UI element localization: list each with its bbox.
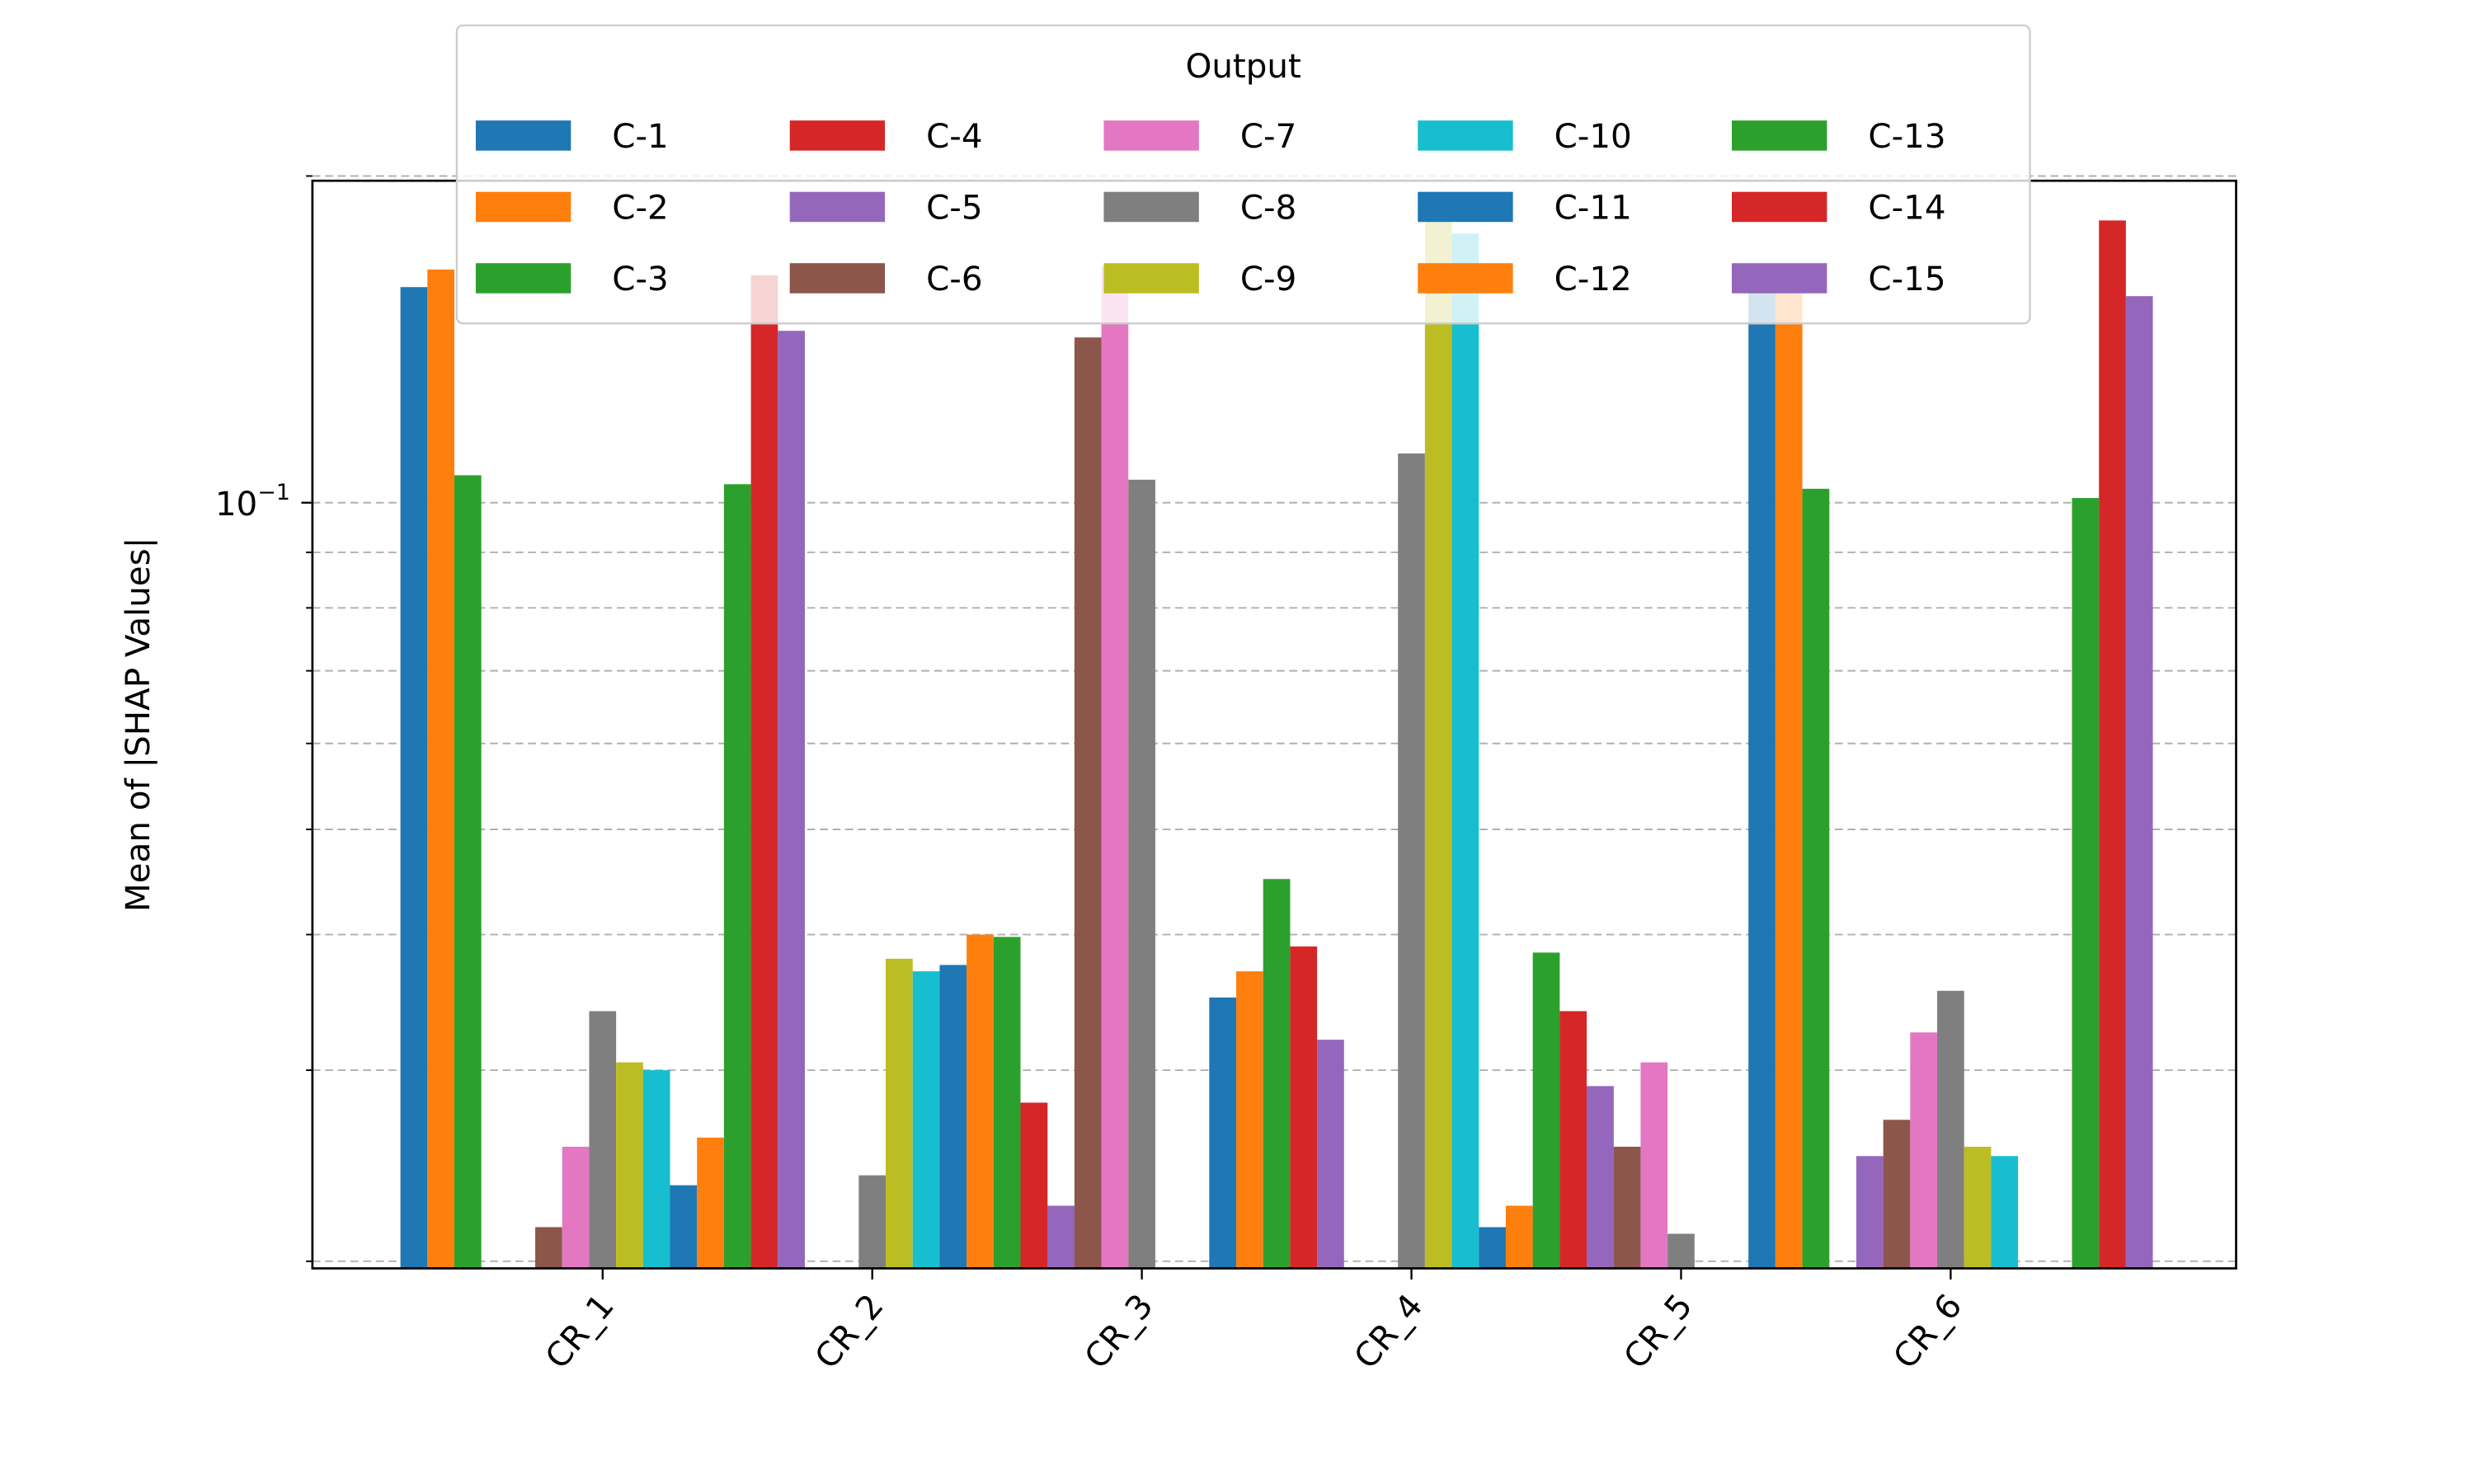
bar-c-12-cr-1 [697, 1137, 724, 1269]
bar-c-13-cr-2 [993, 937, 1021, 1269]
bar-c-9-cr-4 [1424, 220, 1452, 1269]
bar-c-7-cr-1 [562, 1146, 590, 1269]
bar-c-10-cr-2 [912, 971, 940, 1269]
bar-c-3-cr-6 [1802, 488, 1830, 1269]
legend-label-c-4: C-4 [926, 117, 982, 156]
bar-c-8-cr-6 [1937, 990, 1964, 1269]
bar-c-11-cr-4 [1479, 1227, 1506, 1269]
legend-swatch-c-1 [475, 120, 571, 151]
legend-swatch-c-10 [1418, 120, 1513, 151]
legend-label-c-10: C-10 [1554, 117, 1632, 156]
bar-c-3-cr-1 [454, 475, 482, 1269]
x-axis: CR_1 CR_2 CR_3 CR_4 CR_5 CR_6 [538, 1268, 1969, 1376]
y-axis: 10−1 [215, 175, 313, 1262]
x-tick-label: CR_6 [1886, 1287, 1970, 1376]
legend-label-c-2: C-2 [612, 188, 668, 227]
legend-label-c-13: C-13 [1868, 117, 1945, 156]
bar-c-7-cr-3 [1101, 266, 1129, 1269]
legend-swatch-c-2 [475, 191, 571, 223]
bar-c-2-cr-6 [1775, 281, 1803, 1269]
x-tick-label: CR_4 [1347, 1287, 1431, 1376]
legend-swatch-c-11 [1418, 191, 1513, 223]
bar-c-2-cr-1 [427, 269, 454, 1269]
bar-c-8-cr-5 [1667, 1233, 1695, 1269]
legend-swatch-c-12 [1418, 263, 1513, 294]
bar-c-8-cr-4 [1398, 453, 1425, 1269]
legend-label-c-15: C-15 [1868, 260, 1945, 298]
bar-c-5-cr-4 [1317, 1040, 1344, 1269]
legend-label-c-5: C-5 [926, 188, 982, 227]
bar-c-8-cr-1 [589, 1011, 617, 1269]
legend-swatch-c-9 [1103, 263, 1199, 294]
bar-c-3-cr-4 [1263, 879, 1291, 1269]
legend-swatch-c-15 [1732, 263, 1827, 294]
x-tick-label: CR_1 [538, 1287, 622, 1376]
legend-swatch-c-7 [1103, 120, 1199, 151]
legend-label-c-6: C-6 [926, 260, 982, 298]
x-tick-label: CR_2 [807, 1287, 891, 1376]
bar-c-13-cr-6 [2072, 498, 2100, 1269]
legend-swatch-c-6 [789, 263, 886, 294]
bar-c-9-cr-6 [1964, 1146, 1992, 1269]
legend-label-c-7: C-7 [1240, 117, 1296, 156]
legend: Output C-1 C-2 C-3 C-4 C-5 C-6 C-7 C-8 C-9 C-10 C-1… [455, 24, 2031, 325]
bar-c-15-cr-1 [778, 331, 805, 1269]
bar-c-6-cr-5 [1613, 1146, 1641, 1269]
bar-c-11-cr-1 [670, 1185, 698, 1269]
bar-c-6-cr-1 [535, 1227, 562, 1269]
bar-c-1-cr-6 [1748, 269, 1776, 1269]
bar-c-5-cr-3 [1047, 1205, 1075, 1269]
legend-label-c-14: C-14 [1868, 188, 1945, 227]
x-tick-label: CR_5 [1616, 1287, 1700, 1376]
legend-label-c-8: C-8 [1240, 188, 1296, 227]
bar-c-4-cr-5 [1559, 1011, 1587, 1269]
bar-c-13-cr-4 [1532, 952, 1560, 1269]
bar-c-6-cr-3 [1074, 337, 1102, 1269]
legend-swatch-c-14 [1732, 191, 1827, 223]
x-tick-label: CR_3 [1077, 1287, 1161, 1376]
bar-c-7-cr-6 [1910, 1032, 1938, 1269]
bars [400, 220, 2153, 1269]
y-tick-label: 10−1 [215, 480, 290, 524]
legend-swatch-c-5 [789, 191, 886, 223]
bar-c-12-cr-2 [967, 934, 994, 1269]
bar-c-6-cr-6 [1883, 1120, 1911, 1269]
bar-c-11-cr-2 [939, 965, 967, 1269]
legend-label-c-3: C-3 [612, 260, 668, 298]
bar-c-8-cr-3 [1128, 479, 1155, 1269]
legend-label-c-9: C-9 [1240, 260, 1296, 298]
bar-c-4-cr-3 [1020, 1102, 1048, 1269]
y-axis-label: Mean of |SHAP Values| [119, 538, 158, 912]
bar-c-4-cr-4 [1290, 946, 1318, 1269]
bar-c-7-cr-5 [1640, 1062, 1668, 1269]
bar-c-1-cr-4 [1209, 997, 1237, 1269]
legend-swatch-c-3 [475, 263, 571, 294]
bar-c-12-cr-4 [1505, 1205, 1533, 1269]
bar-c-10-cr-6 [1991, 1156, 2019, 1269]
legend-swatch-c-4 [789, 120, 886, 151]
legend-title: Output [1186, 47, 1301, 86]
bar-c-15-cr-6 [2125, 296, 2153, 1269]
bar-c-13-cr-1 [723, 484, 751, 1269]
bar-c-9-cr-1 [616, 1062, 643, 1269]
legend-swatch-c-13 [1732, 120, 1827, 151]
bar-c-1-cr-1 [400, 287, 428, 1269]
bar-c-5-cr-6 [1856, 1156, 1884, 1269]
bar-c-10-cr-4 [1451, 233, 1479, 1269]
legend-swatch-c-8 [1103, 191, 1199, 223]
bar-c-2-cr-4 [1236, 971, 1263, 1269]
bar-c-14-cr-6 [2099, 220, 2126, 1269]
bar-c-14-cr-1 [750, 275, 778, 1269]
legend-label-c-12: C-12 [1554, 260, 1632, 298]
bar-c-8-cr-2 [858, 1175, 887, 1269]
bar-c-10-cr-1 [642, 1070, 670, 1269]
legend-label-c-11: C-11 [1554, 188, 1632, 227]
legend-label-c-1: C-1 [612, 117, 668, 156]
legend-box [455, 24, 2031, 325]
bar-c-9-cr-2 [886, 958, 913, 1269]
bar-c-5-cr-5 [1587, 1086, 1614, 1269]
